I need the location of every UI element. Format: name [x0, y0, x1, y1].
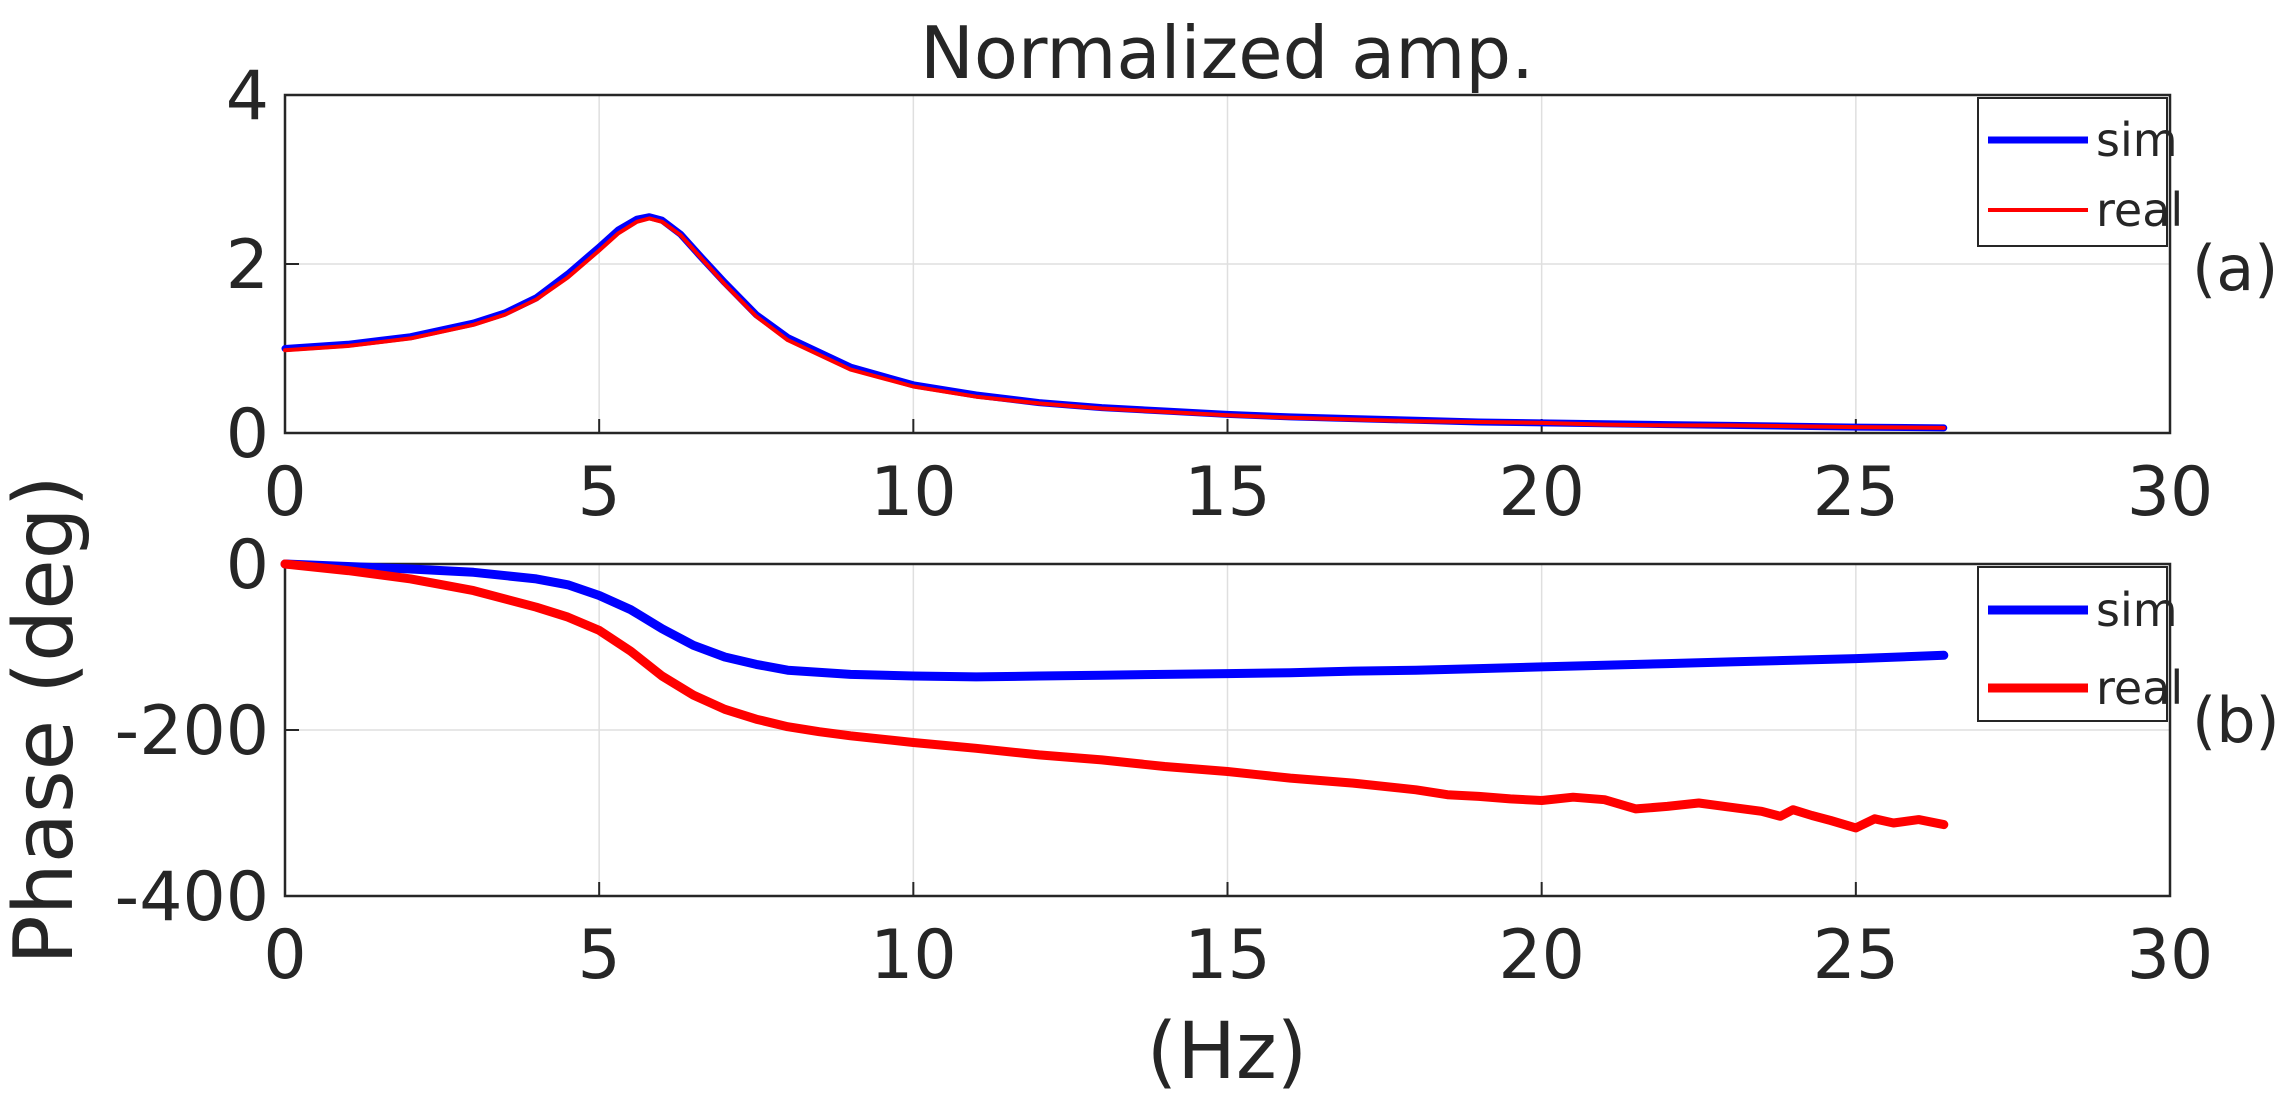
x-tick-label-a-1: 5: [578, 453, 621, 532]
x-tick-label-a-6: 30: [2127, 453, 2214, 532]
phase-x-tick-labels: 0 5 10 15 20 25 30: [263, 916, 2213, 995]
legend-a-real-label: real: [2096, 183, 2183, 237]
y-tick-label-b-2: -400: [115, 858, 269, 937]
x-tick-label-b-1: 5: [578, 916, 621, 995]
x-tick-label-b-6: 30: [2127, 916, 2214, 995]
amplitude-lines: [281, 213, 1948, 432]
amplitude-x-tick-labels: 0 5 10 15 20 25 30: [263, 453, 2213, 532]
y-tick-label-a-2: 4: [226, 57, 269, 136]
x-tick-label-a-3: 15: [1184, 453, 1271, 532]
phase-legend-box: [1977, 566, 2168, 722]
amplitude-legend: sim real: [1977, 97, 2183, 247]
panel-label-a: (a): [2192, 232, 2278, 305]
legend-b-sim-label: sim: [2096, 583, 2178, 637]
y-tick-label-a-1: 2: [226, 226, 269, 305]
y-tick-label-a-0: 0: [226, 395, 269, 474]
amplitude-axes-box: [283, 93, 2172, 435]
legend-a-sim-label: sim: [2096, 113, 2178, 167]
x-tick-label-a-5: 25: [1813, 453, 1900, 532]
phase-lines: [280, 559, 1949, 833]
y-tick-label-b-0: 0: [226, 526, 269, 605]
x-tick-label-b-4: 20: [1498, 916, 1585, 995]
x-tick-label-a-2: 10: [870, 453, 957, 532]
series-line-b-sim: [280, 559, 1949, 682]
x-tick-label-a-4: 20: [1498, 453, 1585, 532]
x-axis-label: (Hz): [1147, 1007, 1307, 1095]
series-line-a-real: [283, 216, 1946, 430]
x-tick-label-b-5: 25: [1813, 916, 1900, 995]
phase-legend: sim real: [1977, 566, 2183, 722]
phase-axes-box: [283, 562, 2172, 898]
x-tick-label-b-3: 15: [1184, 916, 1271, 995]
x-tick-label-b-0: 0: [263, 916, 306, 995]
phase-y-tick-labels: 0 -200 -400: [115, 526, 269, 937]
amplitude-legend-box: [1977, 97, 2168, 247]
panel-label-b: (b): [2192, 684, 2280, 757]
legend-b-real-label: real: [2096, 661, 2183, 715]
amplitude-panel: 0 5 10 15 20 25 30 0 2 4 Normalized amp. (a) sim…: [226, 11, 2279, 532]
x-tick-label-b-2: 10: [870, 916, 957, 995]
series-line-b-real: [280, 559, 1949, 833]
y-tick-label-b-1: -200: [115, 692, 269, 771]
amplitude-y-tick-labels: 0 2 4: [226, 57, 269, 474]
amplitude-title: Normalized amp.: [920, 11, 1534, 95]
x-tick-label-a-0: 0: [263, 453, 306, 532]
y-axis-label: Phase (deg): [0, 475, 92, 964]
phase-panel: 0 5 10 15 20 25 30 0-200-400 (Hz) Phase (deg) …: [0, 475, 2280, 1095]
